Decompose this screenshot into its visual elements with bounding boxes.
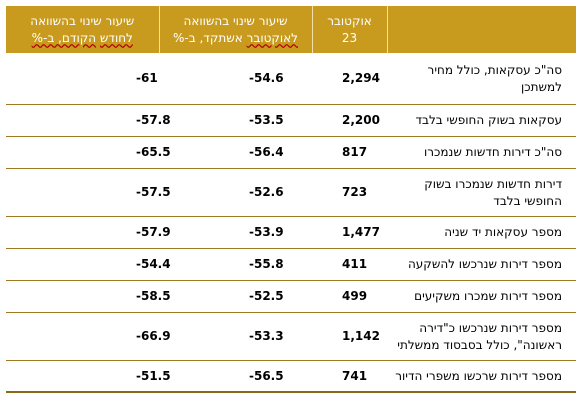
yoy-value: -53.9 <box>159 216 312 249</box>
mom-value: -61 <box>6 53 159 105</box>
october-value: 411 <box>312 248 387 281</box>
yoy-value: -52.5 <box>159 280 312 313</box>
october-value: 817 <box>312 136 387 169</box>
mom-value: -54.4 <box>6 248 171 281</box>
table-row: סה"כ עסקאות, כולל מחיר למשתכן 2,294 -54.… <box>6 53 576 105</box>
mom-value: -57.5 <box>6 168 171 217</box>
yoy-value: -56.4 <box>159 136 312 169</box>
october-value: 2,294 <box>312 53 387 105</box>
yoy-value: -52.6 <box>159 168 312 217</box>
yoy-value: -55.8 <box>159 248 312 281</box>
mom-value: -58.5 <box>6 280 171 313</box>
header-october: אוקטובר 23 <box>312 6 388 53</box>
table-row: סה"כ דירות חדשות שנמכרו 817 -56.4 -65.5 <box>6 136 576 169</box>
header-label <box>387 6 576 53</box>
header-mom-change: שיעור שינוי בהשוואה לחודש הקודם, ב-% <box>6 6 160 53</box>
mom-value: -51.5 <box>6 360 171 393</box>
table-row: עסקאות בשוק החופשי בלבד 2,200 -53.5 -57.… <box>6 104 576 137</box>
row-label: מספר דירות שנרכשו להשקעה <box>387 248 576 281</box>
mom-value: -66.9 <box>6 312 171 361</box>
row-label: סה"כ עסקאות, כולל מחיר למשתכן <box>387 53 576 105</box>
table-row: מספר דירות שרכשו משפרי הדיור 741 -56.5 -… <box>6 360 576 393</box>
mom-value: -57.8 <box>6 104 171 137</box>
row-label: מספר דירות שרכשו משפרי הדיור <box>387 360 576 393</box>
table-row: מספר עסקאות יד שניה 1,477 -53.9 -57.9 <box>6 216 576 249</box>
table-row: דירות חדשות שנמכרו בשוק החופשי בלבד 723 … <box>6 168 576 217</box>
october-value: 499 <box>312 280 387 313</box>
housing-transactions-table: אוקטובר 23 שיעור שינוי בהשוואה לאוקטובר … <box>6 6 576 393</box>
mom-value: -57.9 <box>6 216 171 249</box>
october-value: 723 <box>312 168 387 217</box>
yoy-value: -54.6 <box>159 53 312 105</box>
table-row: מספר דירות שנרכשו להשקעה 411 -55.8 -54.4 <box>6 248 576 281</box>
row-label: עסקאות בשוק החופשי בלבד <box>387 104 576 137</box>
table-row: מספר דירות שנרכשו כ"דירה ראשונה", כולל ב… <box>6 312 576 361</box>
table-row: מספר דירות שמכרו משקיעים 499 -52.5 -58.5 <box>6 280 576 313</box>
table-header-row: אוקטובר 23 שיעור שינוי בהשוואה לאוקטובר … <box>6 6 576 53</box>
yoy-value: -53.5 <box>159 104 312 137</box>
row-label: מספר דירות שמכרו משקיעים <box>387 280 576 313</box>
october-value: 2,200 <box>312 104 387 137</box>
row-label: מספר עסקאות יד שניה <box>387 216 576 249</box>
october-value: 741 <box>312 360 387 393</box>
yoy-value: -56.5 <box>159 360 312 393</box>
october-value: 1,142 <box>312 312 387 361</box>
row-label: דירות חדשות שנמכרו בשוק החופשי בלבד <box>387 168 576 217</box>
data-table: אוקטובר 23 שיעור שינוי בהשוואה לאוקטובר … <box>6 6 576 393</box>
row-label: מספר דירות שנרכשו כ"דירה ראשונה", כולל ב… <box>387 312 576 361</box>
header-yoy-change: שיעור שינוי בהשוואה לאוקטובר אשתקד, ב-% <box>159 6 313 53</box>
mom-value: -65.5 <box>6 136 171 169</box>
october-value: 1,477 <box>312 216 387 249</box>
row-label: סה"כ דירות חדשות שנמכרו <box>387 136 576 169</box>
yoy-value: -53.3 <box>159 312 312 361</box>
